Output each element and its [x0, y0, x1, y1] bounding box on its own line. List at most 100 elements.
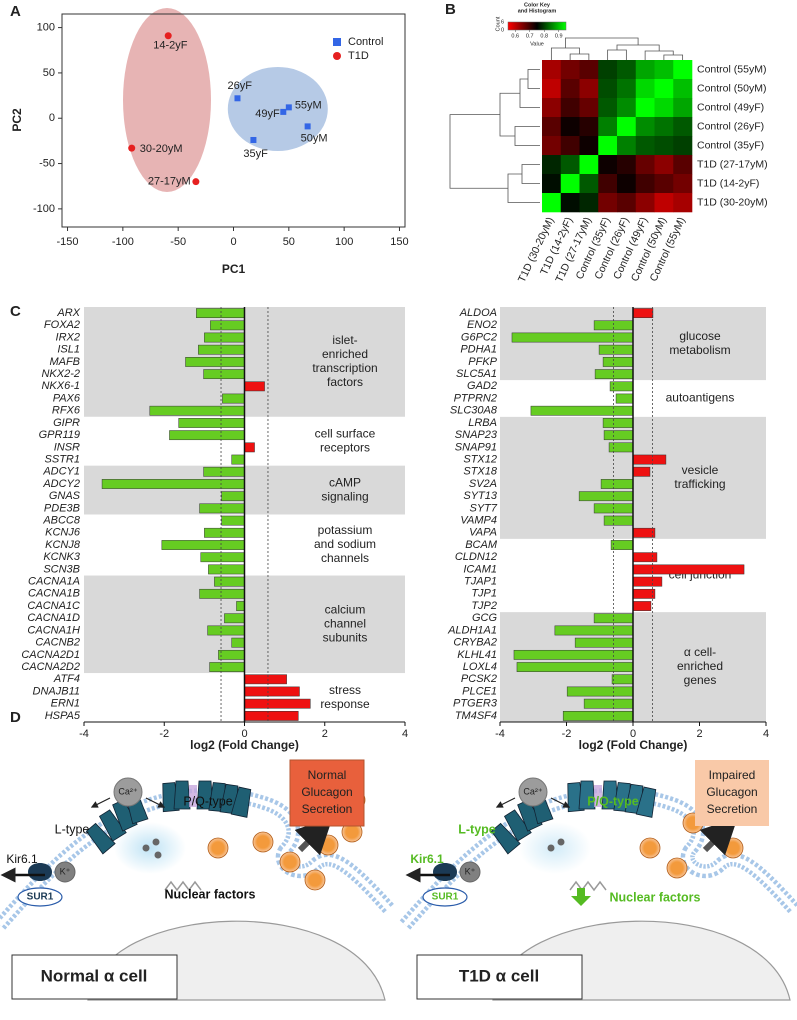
bar [218, 649, 245, 660]
x-tick-label: -2 [159, 728, 169, 740]
kir-channel [28, 863, 52, 881]
heatmap-cell [673, 79, 693, 99]
point-label: 49yF [255, 108, 280, 120]
bar [578, 491, 634, 502]
row-label: T1D (14-2yF) [697, 177, 759, 189]
point-label: 35yF [243, 148, 268, 160]
granule [279, 851, 301, 873]
cell-title: T1D α cell [459, 966, 539, 985]
bar [101, 479, 245, 489]
group-label: enriched [677, 659, 723, 673]
group-label: receptors [320, 440, 370, 454]
granule [252, 831, 274, 853]
bar [632, 576, 663, 587]
secretion-label: Glucagon [706, 785, 757, 799]
arrow [495, 797, 516, 808]
category-label: GPR119 [39, 429, 80, 441]
heatmap-cell [542, 79, 562, 99]
x-tick-label: 2 [696, 728, 702, 740]
group-label: metabolism [669, 343, 730, 357]
heatmap-cell [654, 117, 674, 137]
category-label: BCAM [465, 539, 498, 551]
bar [530, 405, 634, 416]
x-tick-label: 4 [402, 728, 408, 740]
legend-label: Control [348, 36, 383, 48]
bar [632, 466, 651, 477]
bar [236, 601, 245, 611]
bar [209, 662, 245, 672]
category-label: GNAS [49, 490, 81, 502]
row-label: Control (26yF) [697, 120, 764, 132]
bar [207, 625, 245, 636]
bar [244, 698, 311, 709]
category-label: CACNA2D1 [21, 649, 80, 661]
category-label: ICAM1 [463, 563, 497, 575]
cell-diagram: Ca²⁺ L-type P/Q-type Normal Glucagon Secretio… [0, 759, 396, 1001]
category-label: SSTR1 [45, 453, 80, 465]
category-label: TJP1 [471, 588, 497, 600]
bar [632, 601, 652, 611]
secretion-label: Impaired [709, 768, 756, 782]
potassium-ion [459, 861, 481, 883]
group-label: response [320, 697, 370, 711]
heatmap-cell [617, 155, 637, 175]
category-label: ATF4 [53, 673, 80, 685]
kir-label: Kir6.1 [410, 852, 444, 866]
category-label: ADCY1 [42, 466, 80, 478]
category-label: SLC5A1 [456, 368, 497, 380]
key-tick-label: 0.7 [526, 33, 534, 39]
category-label: LRBA [468, 417, 497, 429]
point [128, 144, 136, 152]
channel [230, 786, 252, 818]
row-label: Control (50yM) [697, 82, 766, 94]
row-label: T1D (27-17yM) [697, 158, 768, 170]
category-label: RFX6 [52, 405, 81, 417]
calcium-glow [114, 822, 186, 874]
y-tick-label: -100 [33, 203, 55, 215]
group-label: cAMP [329, 475, 361, 489]
x-tick-label: -4 [495, 728, 505, 740]
channel-pore [189, 785, 197, 807]
bar [632, 454, 667, 465]
group-label: autoantigens [666, 391, 735, 405]
kir-label: Kir6.1 [6, 852, 38, 866]
calcium-ion [557, 838, 565, 846]
key-xlabel: Value [530, 41, 544, 47]
cell-diagram: Ca²⁺ L-type P/Q-type Impaired Glucagon Secret… [399, 760, 797, 1001]
secretion-label: Secretion [707, 802, 758, 816]
bar [208, 564, 245, 575]
cell-title-box [11, 954, 178, 1000]
group-ellipse [227, 67, 328, 151]
calcium-ion [142, 844, 150, 852]
cell-title: Normal α cell [41, 966, 148, 985]
key-tick-label: 0.9 [555, 33, 563, 39]
heatmap-cell [598, 136, 618, 156]
x-tick-label: 4 [763, 728, 769, 740]
heatmap-cell [579, 136, 599, 156]
panel-letter: C [10, 303, 21, 320]
key-tick-label: 0.6 [511, 33, 519, 39]
channel [635, 786, 657, 818]
bar [222, 393, 245, 404]
heatmap-cell [654, 79, 674, 99]
category-label: KCNJ8 [45, 539, 81, 551]
heatmap-cell [673, 60, 693, 80]
bar [602, 357, 634, 367]
granule [666, 857, 688, 879]
heatmap-cell [617, 174, 637, 194]
calcium-source [113, 777, 143, 807]
channel [85, 822, 116, 855]
x-tick-label: -50 [170, 236, 186, 248]
y-tick-label: 0 [49, 112, 55, 124]
bar [632, 552, 658, 563]
category-label: NKX6-1 [41, 380, 80, 392]
heatmap-cell [579, 98, 599, 118]
chromatin [569, 880, 607, 892]
heatmap-cell [617, 117, 637, 137]
category-label: TJP2 [471, 600, 497, 612]
point [192, 178, 200, 186]
heatmap-cell [635, 117, 655, 137]
category-label: PTPRN2 [454, 392, 497, 404]
category-label: GIPR [53, 417, 80, 429]
row-label: T1D (30-20yM) [697, 196, 768, 208]
